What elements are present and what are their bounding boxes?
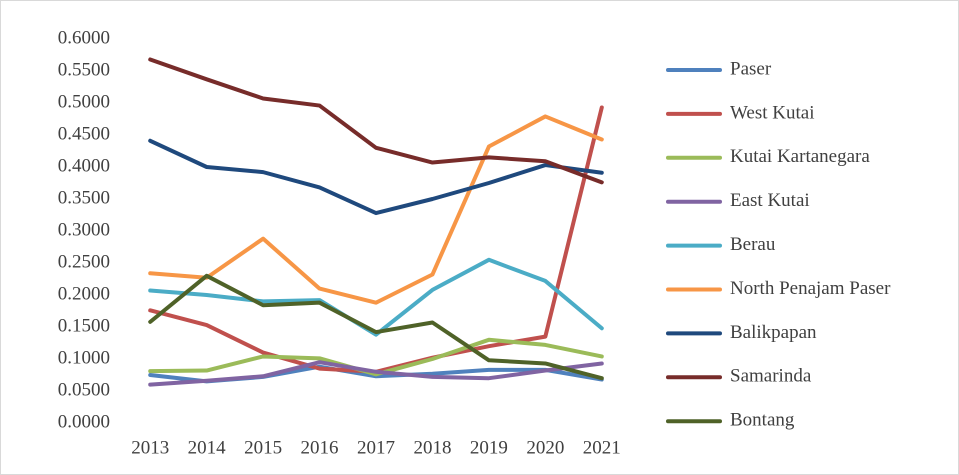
y-tick-label: 0.6000 — [58, 27, 110, 48]
legend-label: West Kutai — [730, 102, 814, 123]
y-tick-label: 0.2000 — [58, 283, 110, 304]
x-tick-label: 2018 — [413, 437, 451, 458]
legend-label: Samarinda — [730, 366, 812, 387]
y-tick-label: 0.1000 — [58, 347, 110, 368]
legend-label: Kutai Kartanegara — [730, 146, 870, 167]
series-line — [148, 360, 604, 387]
x-tick-label: 2017 — [357, 437, 395, 458]
x-tick-label: 2015 — [244, 437, 282, 458]
y-tick-label: 0.3000 — [58, 219, 110, 240]
series-line — [148, 114, 604, 305]
legend-label: East Kutai — [730, 190, 810, 211]
x-tick-label: 2021 — [583, 437, 621, 458]
series-line — [148, 57, 604, 185]
y-tick-label: 0.4000 — [58, 155, 110, 176]
y-tick-label: 0.1500 — [58, 315, 110, 336]
y-tick-label: 0.5500 — [58, 59, 110, 80]
series-line — [148, 257, 604, 337]
series-line — [148, 273, 604, 381]
x-tick-label: 2013 — [131, 437, 169, 458]
x-tick-label: 2019 — [470, 437, 508, 458]
x-tick-label: 2016 — [301, 437, 339, 458]
y-tick-label: 0.2500 — [58, 251, 110, 272]
y-tick-label: 0.0000 — [58, 411, 110, 432]
x-tick-label: 2014 — [188, 437, 227, 458]
series-line — [148, 138, 604, 216]
series-line — [148, 337, 604, 377]
y-tick-label: 0.0500 — [58, 379, 110, 400]
x-tick-label: 2020 — [526, 437, 564, 458]
legend-label: North Penajam Paser — [730, 278, 891, 299]
y-tick-label: 0.3500 — [58, 187, 110, 208]
legend-label: Berau — [730, 234, 776, 255]
legend-label: Bontang — [730, 410, 795, 431]
y-tick-label: 0.5000 — [58, 91, 110, 112]
legend-label: Balikpapan — [730, 322, 817, 343]
legend-label: Paser — [730, 58, 772, 79]
y-tick-label: 0.4500 — [58, 123, 110, 144]
